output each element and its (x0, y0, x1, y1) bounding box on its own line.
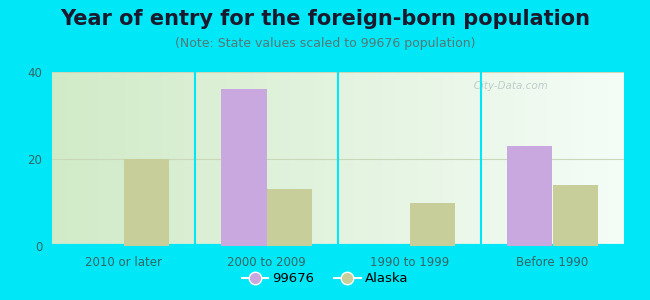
Bar (410, 202, 455, 246)
Text: City-Data.com: City-Data.com (464, 81, 548, 91)
Bar (552, 185, 598, 246)
Text: (Note: State values scaled to 99676 population): (Note: State values scaled to 99676 popu… (175, 38, 475, 50)
Bar (124, 159, 169, 246)
Legend: 99676, Alaska: 99676, Alaska (237, 267, 413, 290)
Bar (221, 89, 266, 246)
Bar (507, 146, 552, 246)
Bar (266, 190, 312, 246)
Text: Year of entry for the foreign-born population: Year of entry for the foreign-born popul… (60, 9, 590, 29)
